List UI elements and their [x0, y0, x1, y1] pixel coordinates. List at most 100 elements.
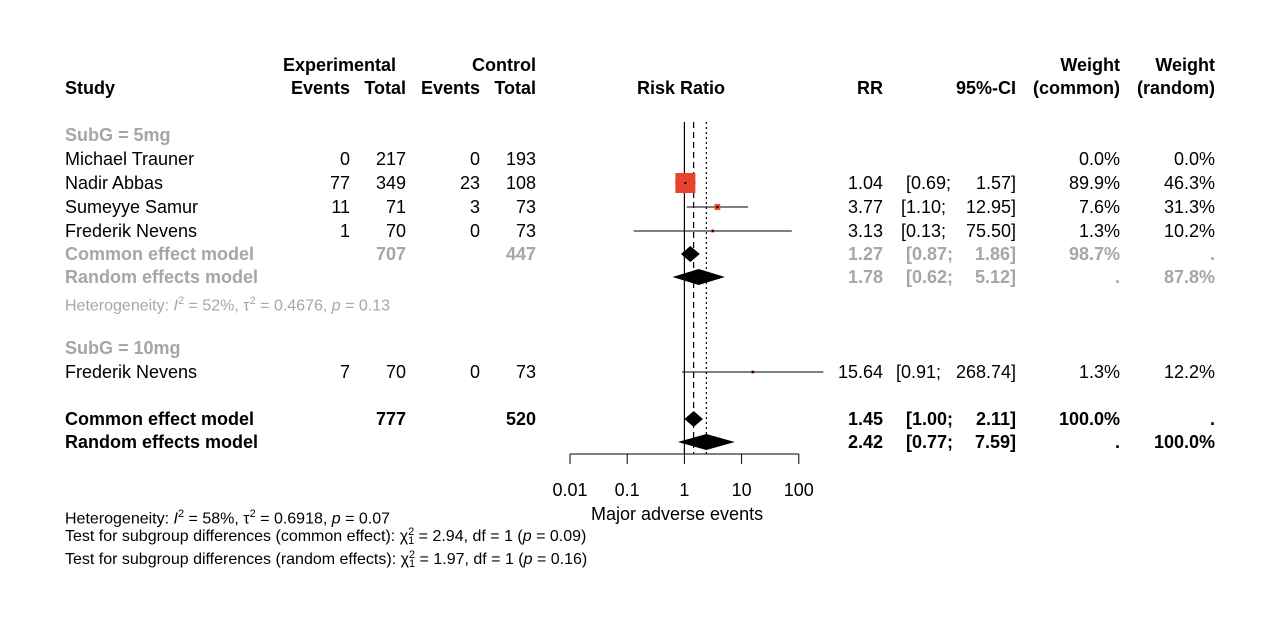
weight-common: 7.6%	[1078, 197, 1120, 217]
subgroup-test-common: Test for subgroup differences (common ef…	[65, 525, 587, 547]
study-name: Nadir Abbas	[65, 173, 164, 193]
ctrl-total: 108	[505, 173, 536, 193]
summary-diamond	[684, 411, 703, 427]
exp-events: 77	[329, 173, 350, 193]
ctrl-events: 3	[469, 197, 480, 217]
study-name: Frederik Nevens	[65, 221, 198, 241]
ctrl-total: 73	[515, 221, 536, 241]
subgroup-common-rr: 1.27	[847, 244, 883, 264]
study-name: Frederik Nevens	[65, 362, 198, 382]
subgroup-common-weight-random: .	[1209, 244, 1215, 264]
ctrl-total: 73	[515, 197, 536, 217]
rr-value: 15.64	[837, 362, 883, 382]
subgroup-common-ci-lower: [0.87;	[906, 244, 954, 264]
ci-lower: [0.69;	[906, 173, 952, 193]
weight-random: 0.0%	[1173, 149, 1215, 169]
exp-total: 71	[385, 197, 406, 217]
ctrl-events: 23	[459, 173, 480, 193]
ci-upper: 12.95]	[965, 197, 1016, 217]
header-rr: RR	[857, 78, 883, 98]
study-name: Sumeyye Samur	[65, 197, 199, 217]
exp-total: 349	[375, 173, 406, 193]
weight-random: 12.2%	[1163, 362, 1215, 382]
subgroup-heterogeneity: Heterogeneity: I2 = 52%, τ2 = 0.4676, p …	[65, 295, 391, 315]
subgroup-label: SubG = 5mg	[65, 125, 171, 145]
weight-common: 0.0%	[1078, 149, 1120, 169]
header-random: (random)	[1137, 78, 1215, 98]
x-tick-label: 1	[679, 480, 689, 500]
rr-value: 3.13	[847, 221, 883, 241]
overall-random-ci-upper: 7.59]	[974, 432, 1016, 452]
header-study: Study	[65, 78, 116, 98]
x-tick-label: 0.01	[552, 480, 587, 500]
exp-events: 1	[339, 221, 350, 241]
subgroup-common-ctrl-total: 447	[505, 244, 536, 264]
subgroup-label: SubG = 10mg	[65, 338, 181, 358]
x-axis-label: Major adverse events	[591, 504, 764, 524]
weight-common: 1.3%	[1078, 362, 1120, 382]
weight-common: 1.3%	[1078, 221, 1120, 241]
summary-diamond	[672, 269, 725, 285]
ci-lower: [0.91;	[896, 362, 942, 382]
x-tick-label: 100	[784, 480, 814, 500]
overall-common-ctrl-total: 520	[505, 409, 536, 429]
header-exp-events: Events	[290, 78, 350, 98]
ctrl-total: 193	[505, 149, 536, 169]
exp-total: 70	[385, 221, 406, 241]
overall-common-weight-common: 100.0%	[1058, 409, 1120, 429]
subgroup-common-ci-upper: 1.86]	[974, 244, 1016, 264]
x-tick-label: 10	[732, 480, 752, 500]
ctrl-events: 0	[469, 149, 480, 169]
ci-upper: 1.57]	[975, 173, 1016, 193]
overall-random-weight-common: .	[1114, 432, 1120, 452]
overall-common-exp-total: 777	[375, 409, 406, 429]
ci-lower: [1.10;	[901, 197, 947, 217]
ctrl-events: 0	[469, 221, 480, 241]
subgroup-test-random: Test for subgroup differences (random ef…	[65, 548, 588, 570]
overall-random-rr: 2.42	[847, 432, 883, 452]
overall-heterogeneity: Heterogeneity: I2 = 58%, τ2 = 0.6918, p …	[65, 508, 391, 528]
overall-random-ci-lower: [0.77;	[906, 432, 954, 452]
subgroup-random-rr: 1.78	[847, 267, 883, 287]
overall-common-rr: 1.45	[847, 409, 883, 429]
overall-common-weight-random: .	[1209, 409, 1215, 429]
header-ctrl-total: Total	[494, 78, 536, 98]
weight-random: 46.3%	[1163, 173, 1215, 193]
subgroup-common-weight-common: 98.7%	[1068, 244, 1120, 264]
weight-common: 89.9%	[1068, 173, 1120, 193]
rr-value: 1.04	[847, 173, 883, 193]
exp-events: 7	[339, 362, 350, 382]
summary-diamond	[680, 246, 700, 262]
exp-total: 70	[385, 362, 406, 382]
subgroup-common-exp-total: 707	[375, 244, 406, 264]
ci-upper: 268.74]	[955, 362, 1016, 382]
overall-random-label: Random effects model	[65, 432, 259, 452]
summary-diamond	[677, 434, 735, 450]
ctrl-total: 73	[515, 362, 536, 382]
overall-common-label: Common effect model	[65, 409, 255, 429]
subgroup-random-ci-upper: 5.12]	[974, 267, 1016, 287]
header-common: (common)	[1033, 78, 1120, 98]
header-experimental: Experimental	[283, 55, 397, 75]
exp-events: 11	[331, 197, 350, 217]
exp-events: 0	[339, 149, 350, 169]
header-ci: 95%-CI	[955, 78, 1016, 98]
weight-random: 10.2%	[1163, 221, 1215, 241]
ci-upper: 75.50]	[965, 221, 1016, 241]
subgroup-common-label: Common effect model	[65, 244, 255, 264]
overall-common-ci-upper: 2.11]	[975, 409, 1016, 429]
subgroup-random-ci-lower: [0.62;	[906, 267, 954, 287]
weight-random: 31.3%	[1163, 197, 1215, 217]
ci-lower: [0.13;	[901, 221, 947, 241]
subgroup-random-weight-random: 87.8%	[1163, 267, 1215, 287]
overall-common-ci-lower: [1.00;	[906, 409, 954, 429]
study-name: Michael Trauner	[65, 149, 195, 169]
ctrl-events: 0	[469, 362, 480, 382]
header-weight-common: Weight	[1060, 55, 1120, 75]
header-weight-random: Weight	[1155, 55, 1215, 75]
x-tick-label: 0.1	[615, 480, 640, 500]
subgroup-random-label: Random effects model	[65, 267, 259, 287]
overall-random-weight-random: 100.0%	[1153, 432, 1215, 452]
header-control: Control	[472, 55, 536, 75]
